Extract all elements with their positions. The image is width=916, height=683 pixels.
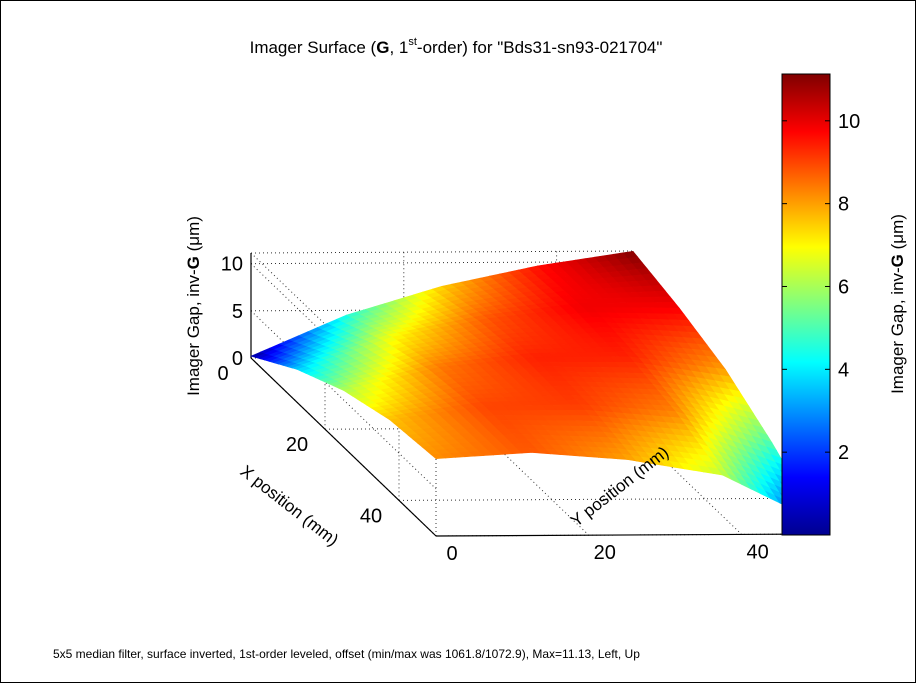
grid-line-z-x — [250, 310, 437, 490]
z-tick-label: 10 — [221, 254, 243, 276]
z-axis-label-middle: ( — [184, 245, 203, 256]
chart-title-suffix: -order) for "Bds31-sn93-021704" — [417, 38, 662, 57]
chart-title-superscript: st — [408, 36, 417, 48]
chart-title: Imager Surface (G, 1st-order) for "Bds31… — [250, 36, 663, 57]
colorbar-tick-label: 4 — [838, 359, 849, 381]
surface-plot — [250, 250, 819, 523]
chart-title-middle: , 1 — [389, 38, 408, 57]
z-tick-label: 5 — [232, 301, 243, 323]
tick-labels: 0 20 40 0 20 40 0 5 10 — [217, 254, 768, 565]
colorbar-tick-label: 2 — [838, 442, 849, 464]
colorbar-label-prefix: Imager Gap, inv- — [888, 267, 907, 394]
z-axis-label-prefix: Imager Gap, inv- — [184, 269, 203, 396]
colorbar-label-suffix: m) — [888, 214, 907, 234]
x-axis-label: X position (mm) — [237, 462, 342, 550]
chart-title-prefix: Imager Surface ( — [250, 38, 377, 57]
colorbar-gradient — [781, 73, 831, 536]
colorbar-tick-label: 6 — [838, 276, 849, 298]
z-axis-label-greek: μ — [184, 236, 203, 246]
y-tick-label: 20 — [594, 542, 616, 564]
y-tick-label: 0 — [446, 543, 457, 565]
colorbar-ticks: 2 4 6 8 10 — [782, 111, 860, 464]
colorbar: 2 4 6 8 10 Imager Gap, inv-G (μm) — [781, 73, 907, 536]
y-axis-line — [435, 533, 819, 537]
colorbar-label-bold: G — [888, 254, 907, 267]
colorbar-tick-label: 10 — [838, 111, 860, 133]
x-tick-label: 20 — [286, 434, 308, 456]
x-axis-line — [250, 357, 437, 537]
z-axis-label: Imager Gap, inv-G (μm) — [184, 216, 203, 396]
colorbar-label-middle: ( — [888, 243, 907, 254]
chart-title-bold: G — [376, 38, 389, 57]
z-axis-label-suffix: m) — [184, 216, 203, 236]
colorbar-label-greek: μ — [888, 234, 907, 244]
footer-note: 5x5 median filter, surface inverted, 1st… — [53, 647, 640, 661]
y-tick-label: 40 — [746, 541, 768, 563]
grid-line-top — [250, 250, 634, 254]
axis-lines — [250, 253, 819, 537]
z-axis-label-bold: G — [184, 256, 203, 269]
x-tick-label: 40 — [360, 505, 382, 527]
z-tick-label: 0 — [232, 348, 243, 370]
x-tick-label: 0 — [217, 363, 228, 385]
colorbar-label: Imager Gap, inv-G (μm) — [888, 214, 907, 394]
colorbar-tick-label: 8 — [838, 194, 849, 216]
